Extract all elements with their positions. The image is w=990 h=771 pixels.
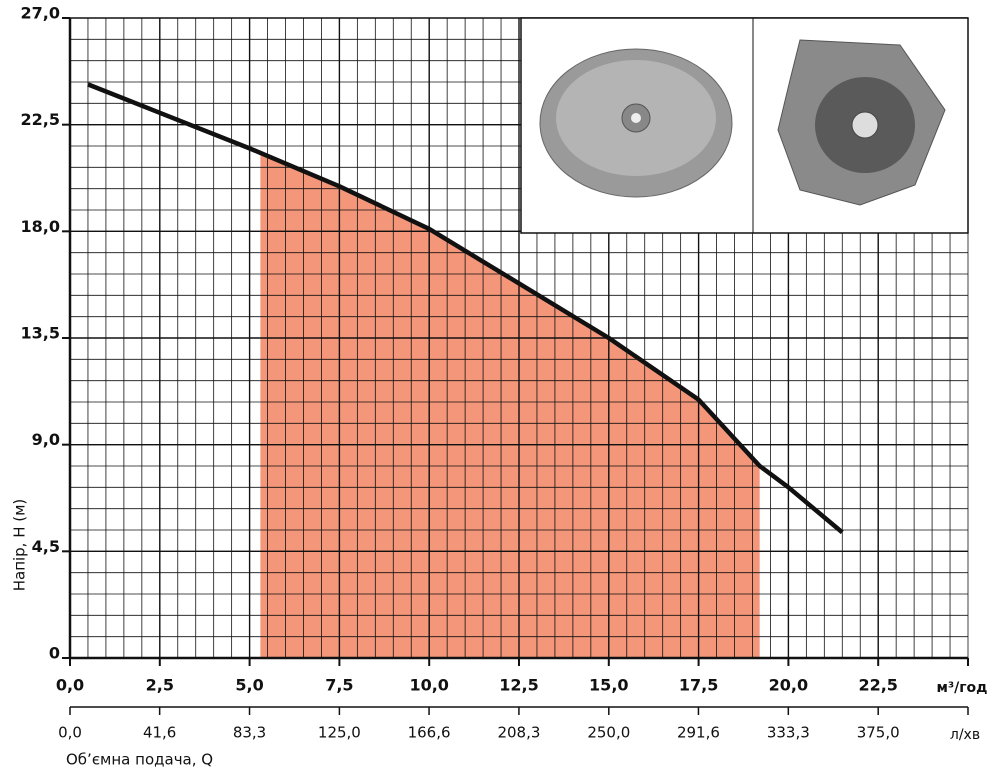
head-curve bbox=[87, 82, 844, 535]
y-tick-label: 18,0 bbox=[21, 217, 60, 236]
x2-tick-label: 0,0 bbox=[58, 724, 82, 742]
x-tick-label: 10,0 bbox=[409, 676, 448, 695]
y-tick-label: 9,0 bbox=[32, 430, 60, 449]
photos bbox=[520, 17, 969, 234]
x2-tick-label: 125,0 bbox=[318, 724, 361, 742]
x-tick-label: 17,5 bbox=[679, 676, 718, 695]
y-axis-label: Напір, H (м) bbox=[11, 499, 29, 592]
x-tick-label: 0,0 bbox=[56, 676, 84, 695]
impeller-photo bbox=[631, 113, 641, 123]
x2-unit: л/хв bbox=[950, 727, 980, 743]
axes-layer: 0 4,5 9,0 13,5 18,0 22,5 27,0 0,0 2,5 5,0 7,5 10,0 1… bbox=[21, 4, 969, 742]
x-tick-label: 7,5 bbox=[325, 676, 353, 695]
x-tick-label: 5,0 bbox=[235, 676, 263, 695]
x-tick-label: 22,5 bbox=[858, 676, 897, 695]
y-tick-label: 13,5 bbox=[21, 324, 60, 343]
operating-range bbox=[260, 152, 760, 658]
x-axis-label: Об’ємна подача, Q bbox=[66, 751, 213, 769]
x2-tick-label: 291,6 bbox=[677, 724, 720, 742]
diffuser-photo bbox=[851, 111, 879, 139]
x2-tick-label: 333,3 bbox=[767, 724, 810, 742]
x2-tick-label: 208,3 bbox=[497, 724, 540, 742]
x2-tick-label: 250,0 bbox=[587, 724, 630, 742]
x2-tick-label: 166,6 bbox=[408, 724, 451, 742]
y-tick-label: 27,0 bbox=[21, 4, 60, 23]
x-unit: м³/год bbox=[937, 680, 988, 696]
x2-tick-label: 375,0 bbox=[857, 724, 900, 742]
y-tick-label: 0 bbox=[49, 644, 60, 663]
x2-tick-label: 41,6 bbox=[143, 724, 176, 742]
x-tick-label: 15,0 bbox=[589, 676, 628, 695]
x2-tick-label: 83,3 bbox=[233, 724, 266, 742]
x-tick-label: 20,0 bbox=[769, 676, 808, 695]
y-tick-label: 22,5 bbox=[21, 110, 60, 129]
x-tick-label: 2,5 bbox=[146, 676, 174, 695]
x-tick-label: 12,5 bbox=[499, 676, 538, 695]
y-tick-label: 4,5 bbox=[32, 537, 60, 556]
